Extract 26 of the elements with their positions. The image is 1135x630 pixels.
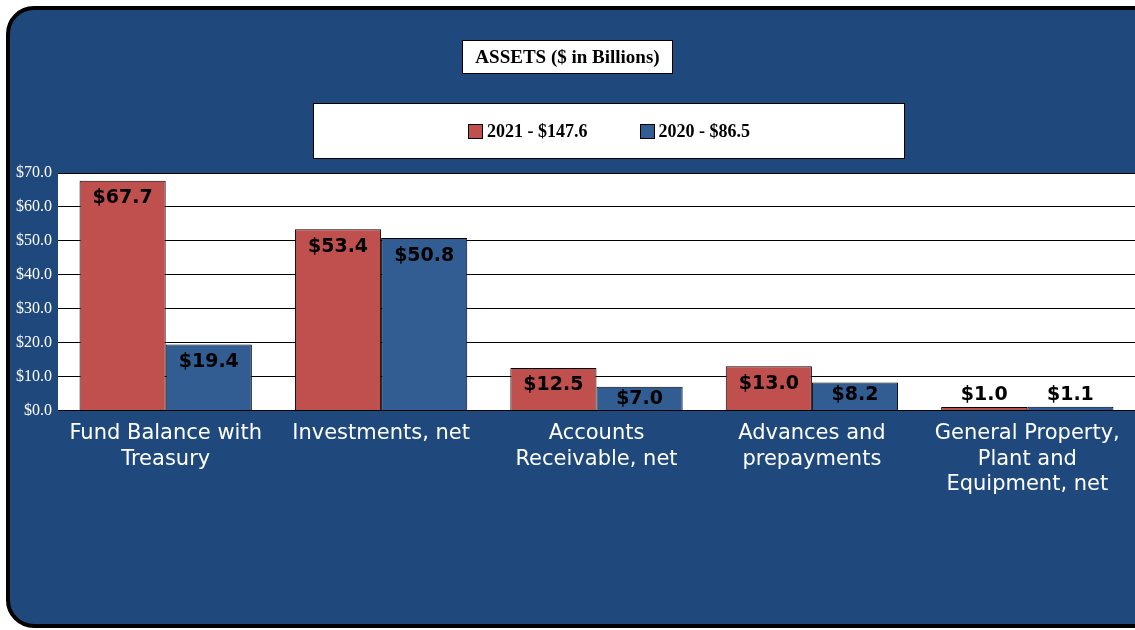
x-tick-label: Advances and prepayments — [738, 420, 886, 470]
legend-label: 2020 - $86.5 — [658, 120, 750, 142]
x-tick-label: General Property, Plant and Equipment, net — [934, 420, 1120, 495]
data-label: $1.1 — [1046, 382, 1094, 405]
data-label: $67.7 — [92, 185, 153, 208]
x-tick-label: Fund Balance with Treasury — [69, 420, 262, 470]
data-label: $1.0 — [960, 382, 1008, 405]
data-label: $19.4 — [178, 349, 239, 372]
y-tick-label: $40.0 — [16, 264, 52, 282]
data-label: $53.4 — [307, 233, 369, 256]
y-tick-label: $50.0 — [16, 231, 52, 249]
y-tick-label: $20.0 — [16, 332, 52, 350]
x-tick-label: Accounts Receivable, net — [515, 420, 678, 470]
y-tick-label: $0.0 — [24, 400, 52, 418]
data-label: $8.2 — [831, 382, 879, 405]
legend-label: 2021 - $147.6 — [487, 120, 588, 142]
y-tick-label: $60.0 — [16, 197, 52, 215]
y-tick-label: $30.0 — [16, 298, 52, 316]
chart-title: ASSETS ($ in Billions) — [462, 40, 673, 74]
x-tick-label: Investments, net — [292, 420, 470, 445]
data-label: $50.8 — [394, 242, 455, 265]
data-label: $13.0 — [738, 370, 799, 393]
data-label: $12.5 — [523, 372, 584, 395]
y-tick-label: $10.0 — [16, 366, 52, 384]
data-label: $7.0 — [616, 386, 664, 409]
y-tick-label: $70.0 — [16, 163, 52, 181]
